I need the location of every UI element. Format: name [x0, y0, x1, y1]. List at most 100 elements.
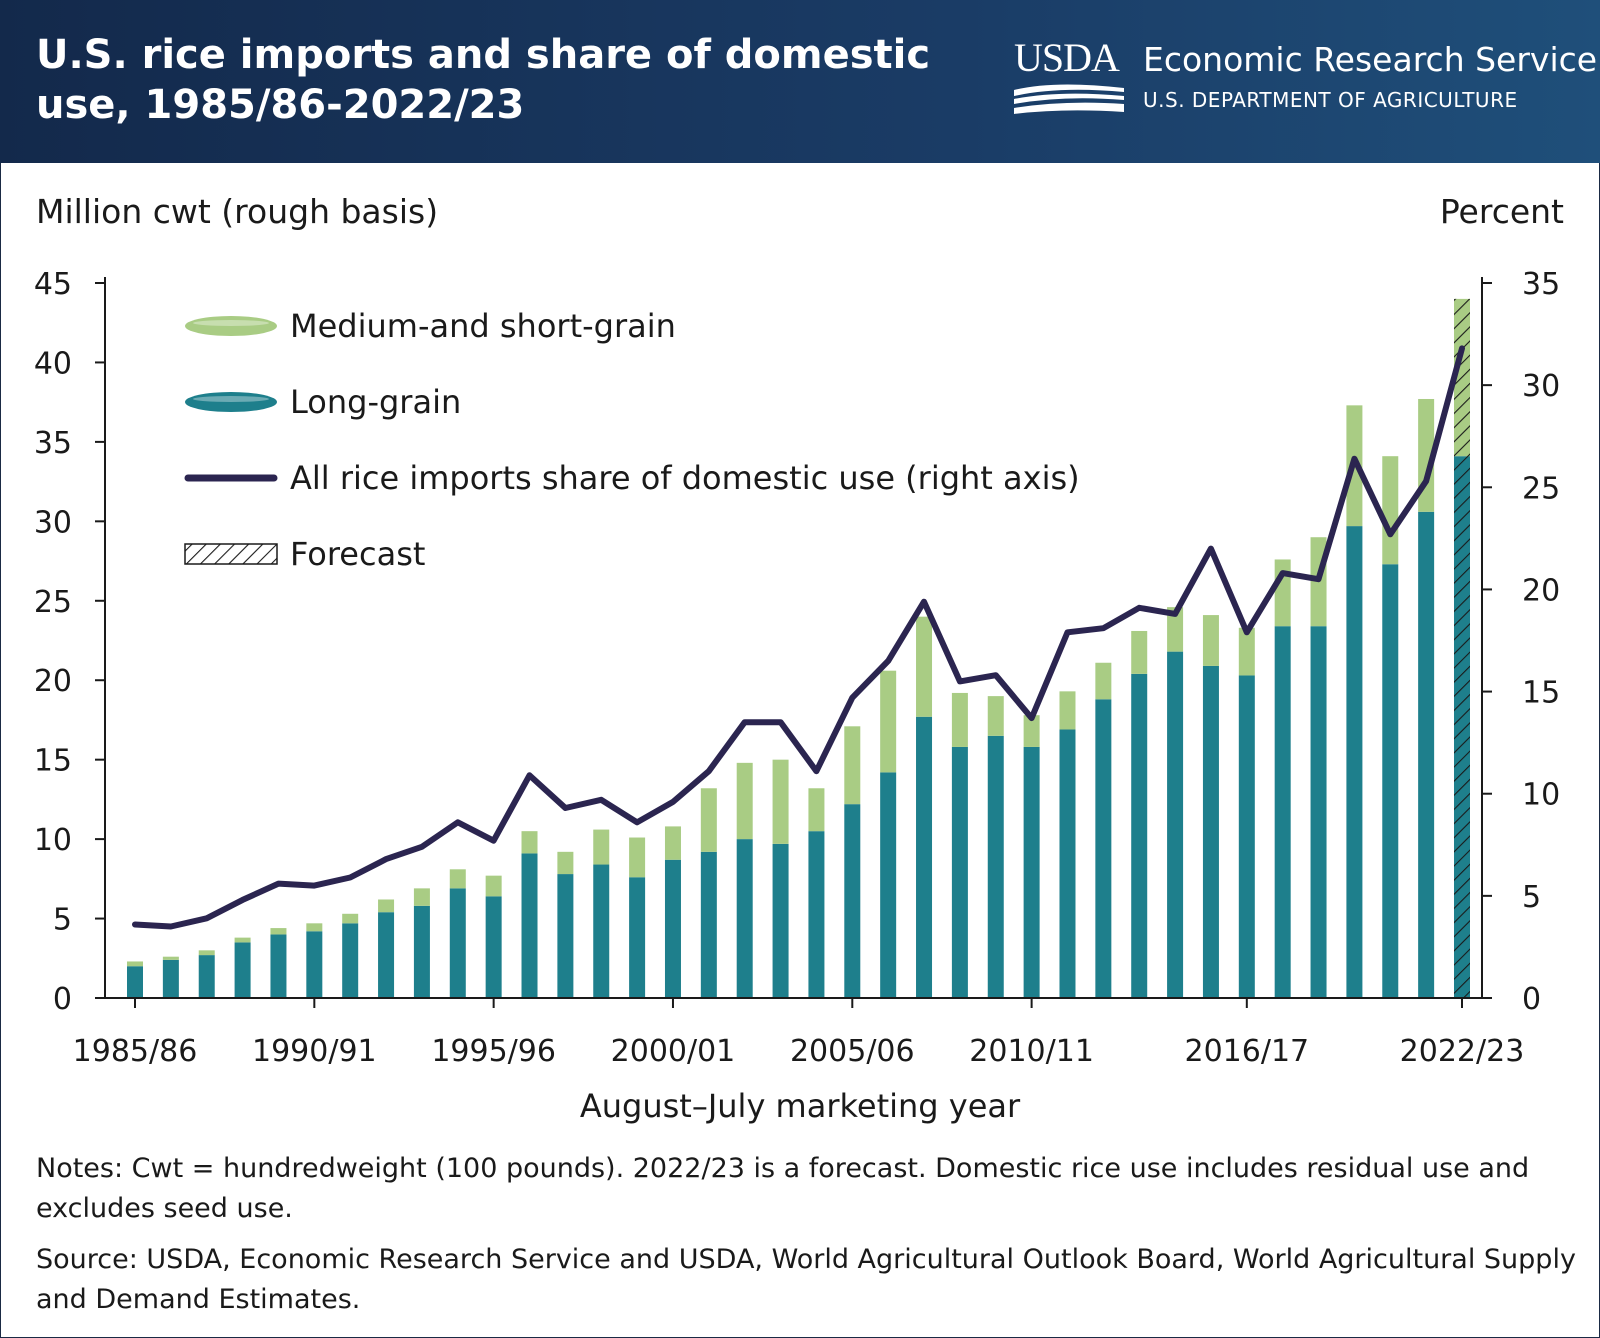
y2-axis-label: Percent — [1439, 192, 1564, 231]
bar-long-grain-1997/98 — [557, 874, 574, 998]
y2-tick-label: 0 — [1522, 982, 1541, 1017]
x-tick-label: 1995/96 — [431, 1034, 556, 1069]
bar-long-grain-1987/88 — [198, 955, 215, 998]
bar-long-grain-1992/93 — [378, 912, 395, 998]
bar-long-grain-2001/02 — [700, 851, 717, 998]
bar-medium-short-grain-2010/11 — [1023, 715, 1040, 747]
usda-logo-waves-icon — [1014, 84, 1124, 114]
bar-long-grain-1995/96 — [485, 896, 502, 998]
y-tick-label: 0 — [53, 982, 72, 1017]
legend-medium-short-grain-swatch-sheen — [193, 320, 269, 326]
bar-medium-short-grain-2006/07 — [880, 670, 897, 773]
bar-medium-short-grain-2014/15 — [1167, 607, 1184, 652]
bar-long-grain-2018/19 — [1310, 626, 1327, 998]
y-tick-label: 25 — [34, 585, 72, 620]
chart-title: U.S. rice imports and share of domestic … — [36, 32, 931, 128]
bar-medium-short-grain-2015/16 — [1202, 615, 1219, 666]
bar-medium-short-grain-1996/97 — [521, 831, 538, 854]
bar-long-grain-2016/17 — [1238, 675, 1255, 998]
usda-logo: USDA — [1014, 36, 1124, 118]
y-axis-label: Million cwt (rough basis) — [36, 192, 439, 231]
y2-tick-label: 5 — [1522, 880, 1541, 915]
bar-medium-short-grain-1994/95 — [449, 869, 466, 889]
header-banner: U.S. rice imports and share of domestic … — [0, 0, 1600, 163]
bar-long-grain-1989/90 — [270, 934, 287, 998]
x-axis-label: August–July marketing year — [580, 1087, 1021, 1125]
bar-medium-short-grain-1988/89 — [234, 937, 251, 943]
legend-label: All rice imports share of domestic use (… — [290, 459, 1080, 497]
bar-long-grain-1998/99 — [593, 864, 610, 998]
bar-long-grain-1991/92 — [342, 923, 359, 998]
bar-long-grain-1993/94 — [413, 905, 430, 998]
share-line — [132, 345, 1465, 930]
bar-medium-short-grain-1986/87 — [162, 956, 179, 960]
y-tick-label: 15 — [34, 744, 72, 779]
y-tick-label: 5 — [53, 903, 72, 938]
y-tick-label: 10 — [34, 823, 72, 858]
y-tick-label: 40 — [34, 346, 72, 381]
bar-medium-short-grain-1987/88 — [198, 950, 215, 956]
y2-tick-label: 25 — [1522, 471, 1560, 506]
legend-long-grain-swatch — [185, 392, 277, 412]
x-tick-label: 2010/11 — [969, 1034, 1094, 1069]
bar-long-grain-2013/14 — [1131, 673, 1148, 998]
bar-medium-short-grain-1999/00 — [629, 837, 646, 878]
bar-medium-short-grain-1998/99 — [593, 829, 610, 865]
bar-long-grain-2021/22 — [1418, 511, 1435, 998]
bar-long-grain-2005/06 — [844, 804, 861, 998]
bar-long-grain-2006/07 — [880, 772, 897, 998]
bar-medium-short-grain-2007/08 — [916, 616, 933, 717]
bar-long-grain-2002/03 — [736, 839, 753, 998]
bar-medium-short-grain-2017/18 — [1274, 559, 1291, 627]
bar-medium-short-grain-2002/03 — [736, 762, 753, 840]
bar-medium-short-grain-1990/91 — [306, 923, 323, 932]
y-tick-label: 35 — [34, 426, 72, 461]
bar-medium-short-grain-1993/94 — [413, 888, 430, 906]
bar-medium-short-grain-2003/04 — [772, 759, 789, 844]
bar-long-grain-1988/89 — [234, 942, 251, 998]
chart-source: Source: USDA, Economic Research Service … — [36, 1244, 1576, 1315]
bar-medium-short-grain-2012/13 — [1095, 662, 1112, 700]
y2-tick-label: 20 — [1522, 573, 1560, 608]
bar-long-grain-1986/87 — [162, 959, 179, 998]
bar-medium-short-grain-2016/17 — [1238, 627, 1255, 676]
bar-long-grain-1999/00 — [629, 877, 646, 998]
bar-medium-short-grain-2004/05 — [808, 788, 825, 832]
x-tick-label: 1990/91 — [252, 1034, 377, 1069]
y-tick-label: 30 — [34, 505, 72, 540]
bar-medium-short-grain-2011/12 — [1059, 691, 1076, 730]
chart-plot: 0 5 10 15 20 25 30 35 40 45 0 5 10 15 20 25 30 35 1985/86 1… — [34, 267, 1560, 1125]
department-name: U.S. DEPARTMENT OF AGRICULTURE — [1143, 88, 1518, 112]
legend-label: Long-grain — [290, 383, 461, 421]
legend-label: Medium-and short-grain — [290, 307, 676, 345]
legend-label: Forecast — [290, 535, 425, 573]
bar-long-grain-2019/20 — [1346, 526, 1363, 998]
bar-medium-short-grain-2000/01 — [664, 826, 681, 860]
bar-long-grain-2008/09 — [951, 746, 968, 998]
usda-logo-text: USDA — [1014, 35, 1120, 80]
bar-long-grain-2010/11 — [1023, 746, 1040, 998]
legend-medium-short-grain-swatch — [185, 316, 277, 336]
x-tick-label: 1985/86 — [73, 1034, 198, 1069]
bar-long-grain-1985/86 — [127, 966, 143, 998]
y-tick-label: 45 — [34, 267, 72, 302]
y2-tick-label: 10 — [1522, 778, 1560, 813]
bar-medium-short-grain-2001/02 — [700, 788, 717, 852]
bar-long-grain-2017/18 — [1274, 626, 1291, 998]
bar-long-grain-2003/04 — [772, 843, 789, 998]
bar-medium-short-grain-2008/09 — [951, 692, 968, 747]
bar-forecast-hatch-2022/23 — [1454, 298, 1470, 998]
bar-medium-short-grain-1995/96 — [485, 875, 502, 897]
bar-long-grain-2012/13 — [1095, 699, 1112, 998]
x-tick-label: 2005/06 — [790, 1034, 915, 1069]
agency-name: Economic Research Service — [1143, 40, 1598, 79]
y2-tick-label: 15 — [1522, 676, 1560, 711]
bar-long-grain-2014/15 — [1167, 651, 1184, 998]
x-tick-label: 2000/01 — [611, 1034, 736, 1069]
bar-long-grain-1990/91 — [306, 931, 323, 998]
legend-forecast-swatch — [184, 543, 278, 565]
bar-medium-short-grain-1985/86 — [127, 961, 143, 967]
bar-long-grain-2015/16 — [1202, 665, 1219, 998]
bar-medium-short-grain-1997/98 — [557, 851, 574, 875]
bar-long-grain-1994/95 — [449, 888, 466, 998]
